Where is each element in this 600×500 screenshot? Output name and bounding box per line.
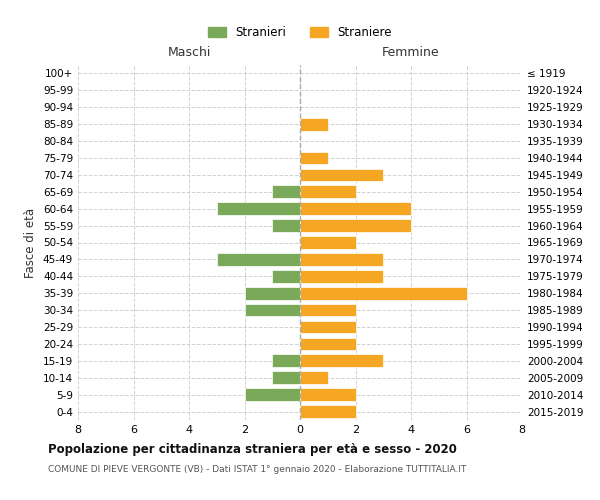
Bar <box>300 152 328 164</box>
Text: Popolazione per cittadinanza straniera per età e sesso - 2020: Popolazione per cittadinanza straniera p… <box>48 442 457 456</box>
Bar <box>300 253 383 266</box>
Bar <box>300 320 355 334</box>
Bar <box>272 220 300 232</box>
Legend: Stranieri, Straniere: Stranieri, Straniere <box>203 21 397 44</box>
Bar <box>217 253 300 266</box>
Bar <box>272 372 300 384</box>
Bar <box>300 304 355 316</box>
Bar <box>300 236 355 249</box>
Bar <box>300 186 355 198</box>
Bar <box>300 287 467 300</box>
Text: Femmine: Femmine <box>382 46 440 59</box>
Bar <box>217 202 300 215</box>
Bar <box>300 354 383 367</box>
Bar <box>300 405 355 418</box>
Text: Maschi: Maschi <box>167 46 211 59</box>
Bar <box>245 388 300 401</box>
Bar <box>272 186 300 198</box>
Bar <box>272 354 300 367</box>
Bar <box>300 372 328 384</box>
Bar <box>272 270 300 282</box>
Y-axis label: Fasce di età: Fasce di età <box>25 208 37 278</box>
Text: COMUNE DI PIEVE VERGONTE (VB) - Dati ISTAT 1° gennaio 2020 - Elaborazione TUTTIT: COMUNE DI PIEVE VERGONTE (VB) - Dati IST… <box>48 466 466 474</box>
Bar <box>300 168 383 181</box>
Bar <box>300 220 411 232</box>
Bar <box>245 287 300 300</box>
Bar <box>300 270 383 282</box>
Bar <box>300 388 355 401</box>
Bar <box>245 304 300 316</box>
Bar <box>300 118 328 130</box>
Bar <box>300 338 355 350</box>
Bar <box>300 202 411 215</box>
